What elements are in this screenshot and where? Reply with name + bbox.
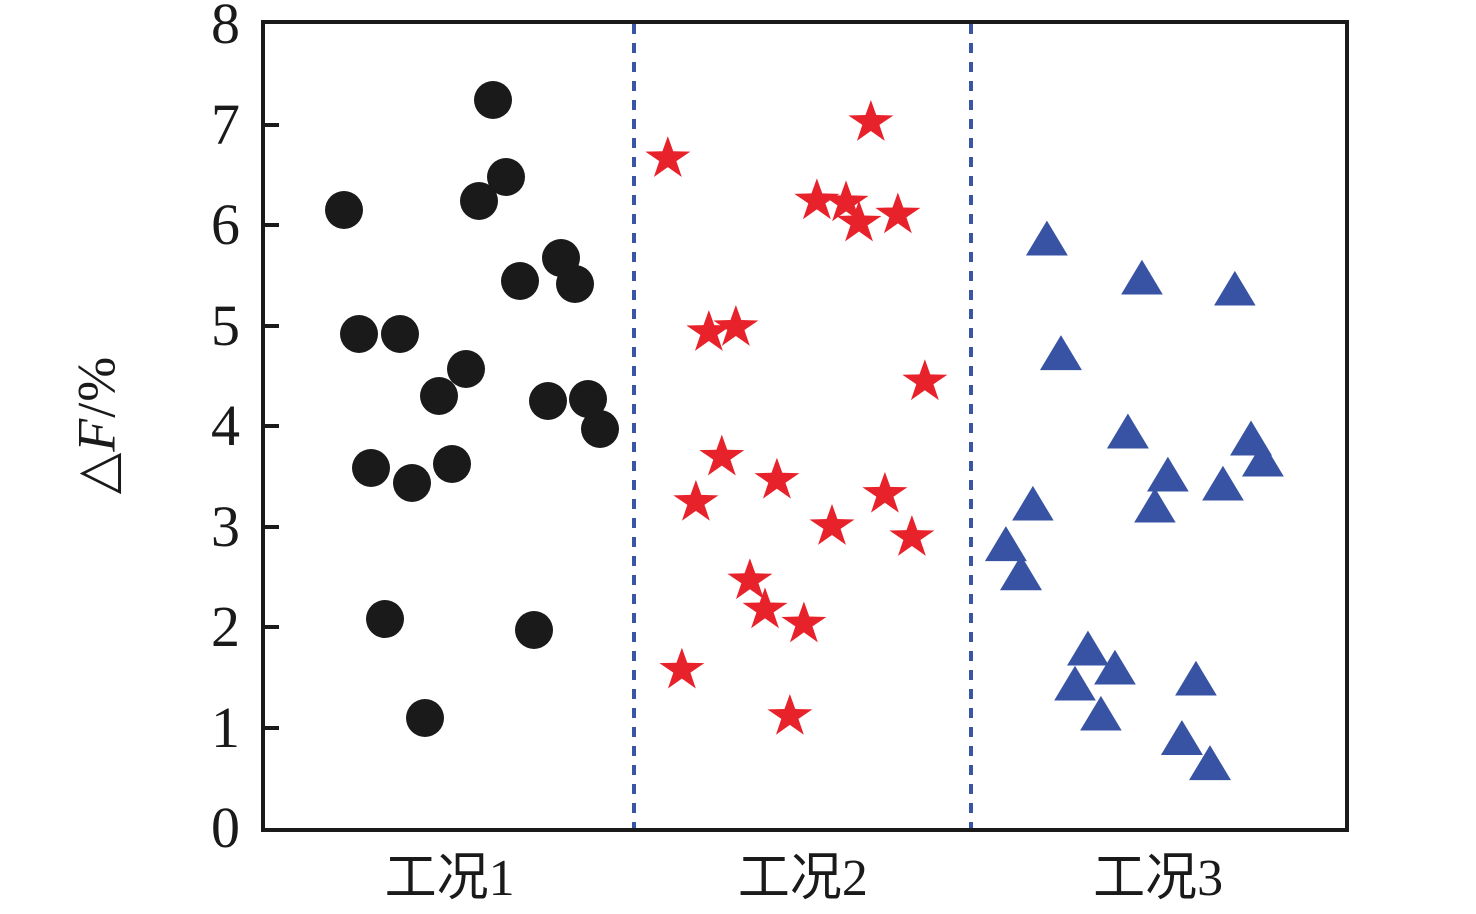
data-point-star [754, 457, 800, 499]
data-point-triangle [1201, 465, 1244, 501]
data-point-star [848, 99, 894, 141]
y-axis-tick [265, 424, 279, 428]
y-axis-tick [265, 223, 279, 227]
y-axis-tick [265, 524, 279, 529]
y-axis-tick [265, 323, 279, 328]
y-tick-label-0: 0 [211, 795, 240, 860]
data-point-circle [405, 699, 444, 738]
y-tick-label-5: 5 [211, 292, 240, 358]
data-point-triangle [1146, 456, 1189, 492]
y-axis-title-variable: F [66, 417, 127, 452]
data-point-triangle [1174, 660, 1217, 696]
data-point-star [645, 136, 691, 178]
data-point-star [699, 434, 745, 476]
data-point-star [902, 359, 948, 401]
data-point-triangle [1106, 413, 1149, 449]
x-category-label-3: 工况3 [1093, 850, 1224, 907]
data-point-triangle [1160, 720, 1203, 756]
data-point-circle [473, 81, 512, 120]
data-point-circle [381, 314, 419, 353]
data-point-triangle [1213, 270, 1256, 306]
y-tick-label-2: 2 [211, 594, 240, 659]
section-divider-1 [632, 24, 637, 828]
data-point-triangle [1054, 665, 1096, 701]
y-axis-tick [265, 122, 279, 127]
data-point-circle [339, 314, 378, 353]
delta-symbol: △ [66, 451, 127, 495]
data-point-star [686, 310, 732, 351]
y-axis-title-unit: /% [66, 355, 127, 418]
data-point-triangle [1133, 487, 1176, 523]
data-point-circle [351, 449, 390, 488]
y-tick-label-7: 7 [211, 91, 240, 157]
data-point-triangle [1011, 485, 1054, 521]
x-category-label-2: 工况2 [737, 850, 868, 907]
data-point-triangle [1079, 695, 1122, 731]
data-point-star [742, 587, 788, 629]
data-point-circle [365, 599, 404, 638]
y-axis-tick [265, 625, 279, 629]
plot-area [261, 20, 1349, 832]
data-point-star [875, 192, 921, 234]
data-point-triangle [1025, 220, 1068, 256]
data-point-circle [459, 181, 498, 220]
data-point-triangle [1120, 259, 1163, 295]
data-point-circle [528, 381, 567, 420]
x-category-label-1: 工况1 [384, 850, 515, 907]
data-point-circle [500, 262, 539, 301]
data-point-circle [419, 376, 458, 415]
data-point-triangle [1039, 335, 1082, 371]
y-tick-label-1: 1 [211, 694, 240, 760]
data-point-circle [514, 611, 553, 649]
data-point-circle [446, 349, 485, 388]
y-tick-label-4: 4 [211, 393, 240, 458]
data-point-star [781, 601, 827, 643]
data-point-star [673, 479, 719, 521]
data-point-circle [392, 464, 431, 503]
data-point-star [767, 693, 813, 735]
section-divider-2 [969, 24, 974, 828]
data-point-star [659, 647, 705, 689]
y-axis-title: △F/% [65, 356, 128, 495]
data-point-star [809, 503, 855, 545]
data-point-star [862, 471, 908, 513]
y-tick-label-3: 3 [211, 493, 240, 559]
data-point-circle [432, 445, 471, 484]
y-axis-tick [265, 725, 279, 730]
data-point-circle [555, 265, 594, 304]
data-point-triangle [1066, 630, 1109, 666]
data-point-star [889, 515, 935, 556]
data-point-circle [324, 190, 363, 229]
data-point-triangle [984, 526, 1027, 562]
y-tick-label-6: 6 [211, 192, 240, 257]
data-point-circle [580, 410, 619, 448]
y-tick-label-8: 8 [211, 0, 240, 56]
